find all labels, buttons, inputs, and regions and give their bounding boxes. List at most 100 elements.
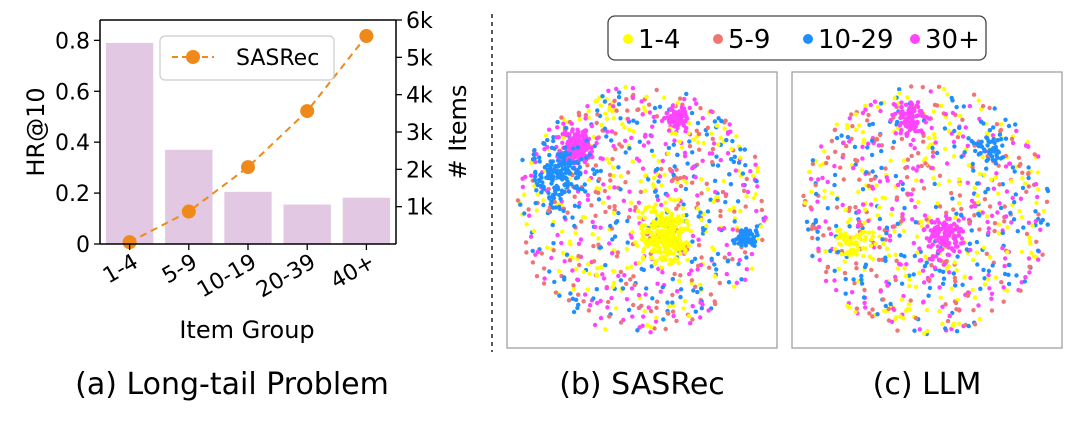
scatter-point bbox=[753, 162, 758, 167]
scatter-point bbox=[1006, 272, 1011, 277]
scatter-point bbox=[714, 154, 719, 159]
scatter-point bbox=[1031, 254, 1037, 259]
scatter-point bbox=[704, 132, 710, 137]
scatter-point bbox=[655, 197, 661, 203]
scatter-point bbox=[912, 328, 917, 333]
scatter-point bbox=[898, 111, 904, 117]
scatter-point bbox=[687, 105, 692, 111]
scatter-point bbox=[576, 204, 582, 209]
scatter-point bbox=[586, 262, 591, 267]
scatter-point bbox=[899, 136, 905, 142]
scatter-point bbox=[921, 186, 927, 191]
scatter-point bbox=[617, 142, 622, 147]
scatter-point bbox=[727, 251, 732, 257]
scatter-point bbox=[665, 252, 670, 257]
scatter-point bbox=[602, 99, 608, 104]
scatter-point bbox=[732, 241, 737, 246]
scatter-point bbox=[854, 306, 860, 311]
scatter-point bbox=[963, 125, 968, 130]
scatter-point bbox=[917, 270, 922, 275]
scatter-point bbox=[610, 109, 615, 114]
scatter-point bbox=[934, 150, 940, 156]
scatter-point bbox=[845, 220, 851, 225]
scatter-point bbox=[815, 229, 820, 234]
scatter-point bbox=[879, 148, 884, 154]
scatter-point bbox=[700, 302, 705, 307]
scatter-point bbox=[738, 147, 743, 152]
caption-b: (b) SASRec bbox=[559, 367, 725, 402]
scatter-point bbox=[636, 292, 642, 298]
scatter-point bbox=[899, 297, 905, 302]
scatter-point bbox=[661, 218, 666, 223]
scatter-point bbox=[877, 132, 883, 138]
scatter-point bbox=[1007, 161, 1012, 166]
scatter-point bbox=[587, 152, 592, 157]
scatter-point bbox=[616, 210, 621, 216]
scatter-point bbox=[690, 239, 695, 244]
scatter-point bbox=[984, 166, 989, 171]
scatter-point bbox=[873, 242, 878, 247]
sasrec-point-1-4 bbox=[122, 235, 137, 250]
scatter-point bbox=[624, 246, 629, 252]
sasrec-point-10-19 bbox=[241, 160, 255, 175]
scatter-point bbox=[917, 246, 922, 251]
scatter-point bbox=[699, 191, 704, 196]
scatter-point bbox=[943, 326, 948, 331]
scatter-point bbox=[820, 175, 825, 181]
scatter-point bbox=[594, 141, 599, 146]
scatter-point bbox=[672, 164, 677, 169]
scatter-point bbox=[583, 147, 588, 152]
scatter-point bbox=[686, 222, 691, 228]
scatter-point bbox=[951, 139, 957, 145]
scatter-point bbox=[555, 232, 560, 238]
scatter-point bbox=[749, 251, 755, 257]
scatter-point bbox=[734, 134, 739, 139]
scatter-point bbox=[682, 298, 688, 304]
scatter-point bbox=[638, 179, 643, 184]
scatter-point bbox=[836, 250, 841, 255]
scatter-point bbox=[673, 131, 678, 136]
scatter-point bbox=[903, 123, 909, 129]
scatter-point bbox=[1010, 195, 1015, 201]
legend-marker-30-plus bbox=[910, 34, 920, 44]
scatter-point bbox=[957, 182, 962, 187]
scatter-point bbox=[556, 135, 561, 140]
scatter-point bbox=[730, 227, 735, 232]
scatter-point bbox=[947, 313, 952, 319]
scatter-point bbox=[741, 229, 747, 234]
scatter-point bbox=[810, 158, 816, 163]
scatter-point bbox=[570, 129, 575, 134]
scatter-point bbox=[715, 198, 720, 203]
scatter-point bbox=[683, 186, 689, 192]
scatter-point bbox=[967, 241, 972, 246]
scatter-point bbox=[953, 279, 958, 284]
scatter-point bbox=[520, 176, 525, 181]
scatter-point bbox=[649, 255, 655, 261]
scatter-point bbox=[568, 137, 573, 142]
scatter-point bbox=[716, 142, 721, 147]
scatter-point bbox=[920, 268, 926, 273]
scatter-point bbox=[842, 270, 848, 276]
scatter-point bbox=[883, 258, 888, 263]
scatter-point bbox=[876, 143, 881, 148]
scatter-point bbox=[643, 108, 648, 114]
scatter-point bbox=[591, 296, 596, 301]
scatter-point bbox=[832, 163, 837, 169]
scatter-point bbox=[997, 182, 1002, 187]
scatter-point bbox=[937, 268, 942, 273]
scatter-point bbox=[666, 128, 672, 133]
scatter-point bbox=[576, 133, 581, 138]
scatter-point bbox=[1036, 257, 1041, 262]
scatter-point bbox=[524, 250, 529, 255]
scatter-point bbox=[982, 197, 988, 202]
scatter-point bbox=[597, 176, 602, 182]
scatter-point bbox=[932, 220, 937, 225]
scatter-point bbox=[752, 239, 758, 244]
scatter-point bbox=[610, 284, 616, 289]
scatter-point bbox=[936, 182, 942, 187]
scatter-point bbox=[985, 143, 990, 148]
scatter-point bbox=[947, 121, 953, 126]
scatter-point bbox=[736, 160, 742, 165]
scatter-point bbox=[694, 101, 699, 106]
scatter-point bbox=[727, 207, 732, 213]
